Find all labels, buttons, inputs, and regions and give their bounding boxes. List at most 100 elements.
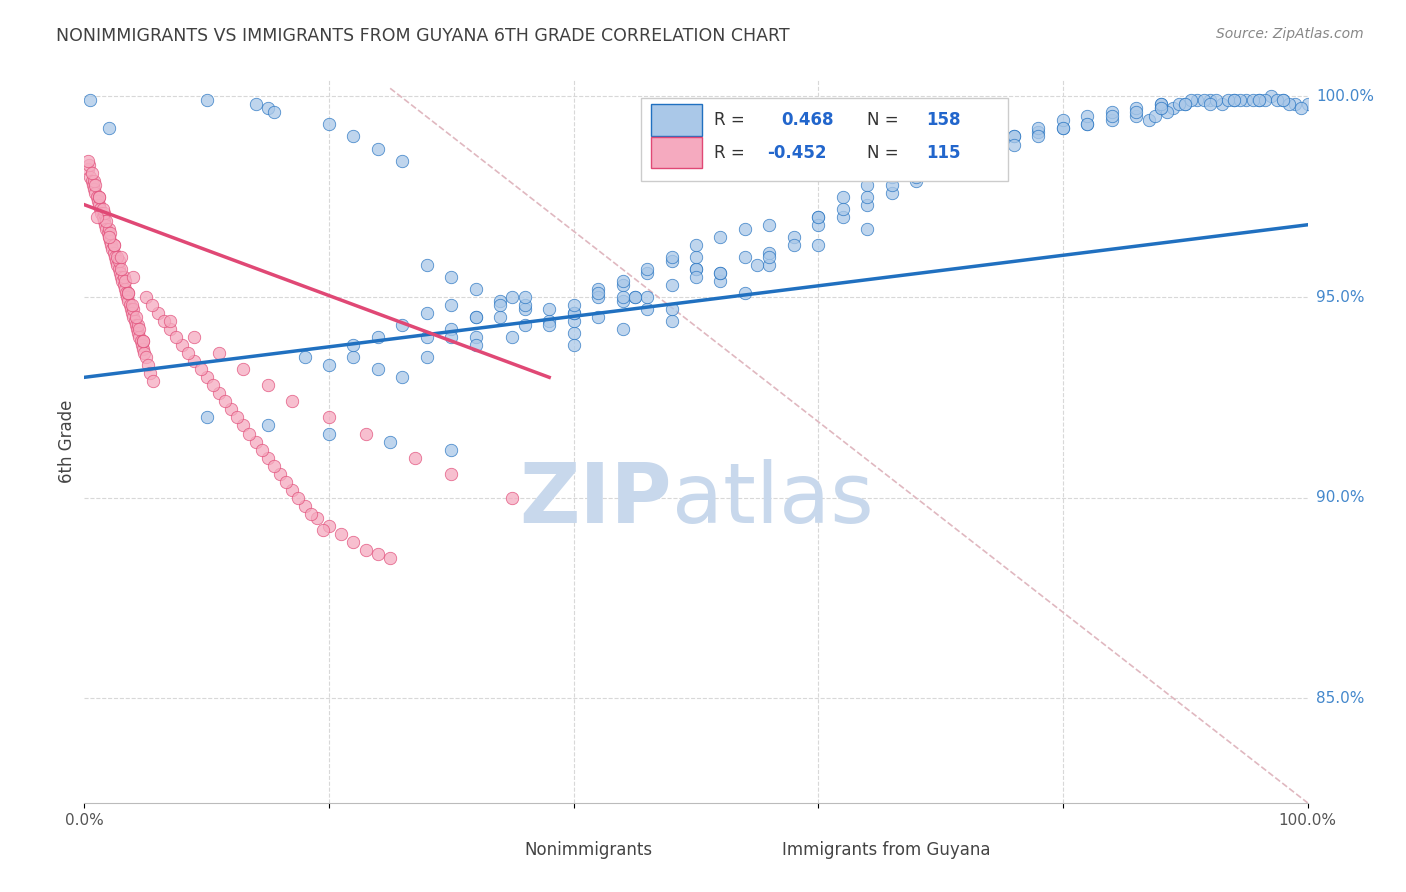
Point: [440, 330, 463, 344]
Point: [93, 214, 115, 228]
Point: [1143, 110, 1166, 124]
Point: [100, 238, 122, 252]
Point: [367, 362, 389, 376]
Point: [83, 182, 105, 196]
Point: [190, 362, 212, 376]
Point: [905, 161, 928, 176]
Point: [318, 118, 340, 132]
Point: [562, 306, 585, 320]
Point: [134, 346, 156, 360]
Point: [281, 394, 304, 409]
Point: [880, 178, 903, 192]
Point: [195, 94, 218, 108]
Text: 0.468: 0.468: [782, 111, 834, 129]
Point: [87, 190, 110, 204]
Point: [195, 410, 218, 425]
Point: [330, 526, 353, 541]
Point: [1241, 94, 1264, 108]
Point: [245, 97, 267, 112]
Point: [831, 190, 853, 204]
Text: NONIMMIGRANTS VS IMMIGRANTS FROM GUYANA 6TH GRADE CORRELATION CHART: NONIMMIGRANTS VS IMMIGRANTS FROM GUYANA …: [56, 27, 790, 45]
Point: [1174, 97, 1197, 112]
Point: [807, 218, 830, 232]
Point: [131, 338, 153, 352]
Point: [685, 250, 707, 264]
Point: [586, 290, 609, 304]
Point: [636, 262, 658, 277]
Point: [562, 326, 585, 341]
Point: [226, 410, 249, 425]
Text: 100.0%: 100.0%: [1316, 89, 1374, 103]
Point: [1272, 94, 1295, 108]
Point: [132, 342, 155, 356]
Point: [1076, 110, 1098, 124]
Point: [661, 314, 683, 328]
Point: [1265, 94, 1288, 108]
FancyBboxPatch shape: [481, 838, 517, 863]
Point: [110, 270, 132, 285]
Point: [342, 351, 364, 365]
Text: N =: N =: [868, 111, 898, 129]
Point: [953, 145, 976, 160]
Point: [979, 137, 1001, 152]
Point: [1260, 89, 1282, 103]
Point: [709, 230, 731, 244]
Point: [464, 310, 486, 325]
Point: [1052, 113, 1074, 128]
Point: [440, 467, 463, 481]
Point: [142, 374, 165, 388]
Point: [91, 210, 114, 224]
Point: [562, 314, 585, 328]
Point: [416, 330, 439, 344]
Point: [831, 202, 853, 216]
Point: [586, 310, 609, 325]
Point: [612, 274, 634, 288]
Point: [110, 250, 132, 264]
Point: [502, 330, 524, 344]
Point: [464, 310, 486, 325]
Y-axis label: 6th Grade: 6th Grade: [58, 400, 76, 483]
Point: [856, 178, 879, 192]
Point: [612, 290, 634, 304]
Point: [219, 402, 242, 417]
Point: [103, 246, 125, 260]
Point: [276, 475, 298, 489]
Point: [661, 250, 683, 264]
Point: [305, 510, 328, 524]
Point: [125, 322, 148, 336]
Text: 90.0%: 90.0%: [1316, 491, 1364, 505]
Point: [636, 266, 658, 280]
Point: [1291, 102, 1313, 116]
Point: [87, 198, 110, 212]
Point: [91, 202, 114, 216]
Point: [111, 274, 134, 288]
Point: [105, 250, 128, 264]
Point: [80, 166, 103, 180]
Point: [97, 226, 120, 240]
Text: -0.452: -0.452: [766, 144, 827, 161]
Point: [318, 426, 340, 441]
Point: [87, 190, 110, 204]
Point: [269, 467, 291, 481]
Point: [1125, 102, 1147, 116]
Point: [93, 206, 115, 220]
Point: [880, 186, 903, 200]
Point: [758, 218, 780, 232]
Point: [1150, 97, 1173, 112]
Point: [208, 346, 231, 360]
Point: [250, 442, 273, 457]
Point: [856, 198, 879, 212]
Point: [953, 153, 976, 168]
Point: [807, 238, 830, 252]
Point: [214, 394, 236, 409]
Point: [1150, 102, 1173, 116]
Point: [586, 286, 609, 301]
Point: [783, 238, 806, 252]
Point: [165, 330, 187, 344]
Point: [734, 250, 756, 264]
Point: [758, 250, 780, 264]
Point: [294, 351, 316, 365]
Point: [183, 354, 205, 368]
Point: [489, 298, 512, 312]
Point: [146, 306, 169, 320]
